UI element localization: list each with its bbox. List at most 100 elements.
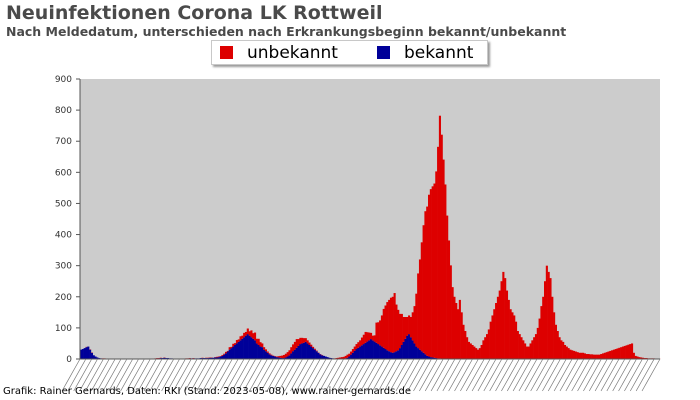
- bar-unbekannt-105: [270, 354, 273, 356]
- bar-unbekannt-256: [544, 281, 547, 359]
- bar-bekannt-155: [360, 345, 364, 359]
- bar-bekannt-8: [94, 356, 97, 359]
- bar-unbekannt-192: [428, 194, 431, 357]
- bar-unbekannt-91: [244, 331, 248, 336]
- bar-unbekannt-126: [308, 342, 311, 345]
- x-tick-label-20: [178, 358, 198, 392]
- bar-unbekannt-179: [404, 317, 407, 339]
- bar-unbekannt-87: [237, 339, 240, 342]
- bar-unbekannt-180: [406, 317, 409, 336]
- bar-unbekannt-187: [418, 259, 422, 350]
- bar-unbekannt-246: [525, 346, 528, 359]
- bar-unbekannt-278: [583, 353, 586, 359]
- bar-bekannt-134: [322, 355, 325, 359]
- bar-unbekannt-169: [386, 302, 389, 351]
- bar-bekannt-81: [226, 351, 229, 359]
- bar-unbekannt-98: [257, 338, 260, 345]
- bar-unbekannt-165: [379, 320, 382, 346]
- bar-unbekannt-288: [602, 353, 605, 359]
- bar-bekannt-137: [328, 357, 331, 359]
- x-tick-label-19: [173, 358, 192, 392]
- bar-bekannt-173: [393, 352, 396, 359]
- bar-unbekannt-147: [346, 354, 349, 358]
- bar-unbekannt-162: [373, 335, 376, 342]
- x-tick-label-5: [90, 358, 110, 392]
- x-tick-label-49: [348, 358, 368, 392]
- x-tick-label-66: [448, 358, 467, 392]
- bar-unbekannt-151: [353, 346, 356, 351]
- bar-unbekannt-152: [355, 344, 358, 350]
- legend-label-unbekannt: unbekannt: [247, 42, 338, 63]
- x-tick-label-16: [155, 358, 175, 392]
- x-tick-label-12: [131, 358, 151, 392]
- legend-swatch-unbekannt: [220, 46, 233, 59]
- bar-bekannt-135: [324, 356, 327, 359]
- bar-unbekannt-251: [534, 334, 538, 359]
- bar-unbekannt-207: [455, 303, 458, 359]
- bar-bekannt-5: [89, 349, 92, 359]
- chart-title: Neuinfektionen Corona LK Rottweil: [6, 2, 383, 24]
- bar-unbekannt-150: [351, 349, 354, 353]
- x-tick-label-87: [571, 358, 591, 392]
- bar-unbekannt-224: [486, 334, 489, 359]
- bar-unbekannt-263: [556, 331, 559, 359]
- x-tick-label-89: [583, 358, 602, 392]
- bar-unbekannt-259: [549, 278, 552, 359]
- x-tick-label-42: [307, 358, 327, 392]
- x-tick-label-54: [378, 358, 397, 392]
- bar-unbekannt-148: [348, 353, 351, 357]
- bar-bekannt-168: [384, 349, 387, 359]
- bar-unbekannt-182: [409, 317, 412, 338]
- x-tick-label-95: [618, 358, 637, 392]
- bar-unbekannt-119: [295, 339, 298, 348]
- bar-unbekannt-175: [397, 309, 400, 351]
- legend-item-unbekannt: unbekannt: [220, 41, 338, 64]
- bar-bekannt-189: [422, 352, 425, 359]
- bar-unbekannt-93: [248, 331, 251, 336]
- x-tick-label-94: [612, 358, 632, 392]
- bar-bekannt-191: [426, 355, 429, 359]
- bar-unbekannt-223: [484, 337, 487, 359]
- x-tick-label-31: [243, 358, 262, 392]
- bar-bekannt-194: [431, 357, 434, 359]
- legend-label-bekannt: bekannt: [404, 42, 474, 63]
- bar-unbekannt-235: [505, 290, 509, 359]
- bar-unbekannt-219: [476, 349, 480, 359]
- bar-unbekannt-287: [600, 354, 603, 359]
- bar-unbekannt-86: [235, 340, 238, 344]
- bar-unbekannt-104: [268, 353, 271, 355]
- x-tick-label-0: [61, 358, 81, 392]
- bar-bekannt-74: [214, 357, 217, 359]
- legend-item-bekannt: bekannt: [377, 41, 473, 64]
- bar-bekannt-4: [87, 346, 90, 359]
- bar-bekannt-104: [268, 354, 271, 359]
- bar-unbekannt-81: [226, 350, 229, 352]
- bar-bekannt-115: [288, 355, 291, 359]
- bar-unbekannt-296: [616, 348, 619, 359]
- bar-bekannt-167: [382, 347, 385, 359]
- bar-unbekannt-213: [466, 337, 469, 359]
- bar-unbekannt-174: [395, 304, 398, 352]
- bar-unbekannt-243: [520, 337, 523, 359]
- bar-bekannt-75: [215, 357, 219, 359]
- bar-bekannt-118: [293, 349, 296, 359]
- bar-bekannt-87: [237, 341, 240, 359]
- bar-bekannt-129: [313, 349, 316, 359]
- bar-bekannt-46: [163, 357, 166, 359]
- bar-unbekannt-111: [281, 355, 284, 359]
- bar-unbekannt-188: [420, 242, 423, 352]
- bar-unbekannt-172: [391, 296, 394, 353]
- bar-unbekannt-121: [299, 337, 302, 345]
- bar-unbekannt-230: [496, 296, 499, 359]
- bar-unbekannt-94: [250, 330, 253, 338]
- bar-bekannt-177: [400, 345, 403, 359]
- bar-unbekannt-202: [446, 215, 449, 359]
- bar-unbekannt-79: [223, 353, 226, 355]
- bar-unbekannt-298: [620, 347, 623, 359]
- x-tick-label-13: [137, 358, 157, 392]
- bar-unbekannt-284: [594, 354, 597, 359]
- bar-unbekannt-280: [587, 354, 590, 359]
- bar-unbekannt-301: [625, 345, 628, 359]
- bar-unbekannt-123: [302, 338, 306, 343]
- bar-unbekannt-157: [364, 331, 367, 343]
